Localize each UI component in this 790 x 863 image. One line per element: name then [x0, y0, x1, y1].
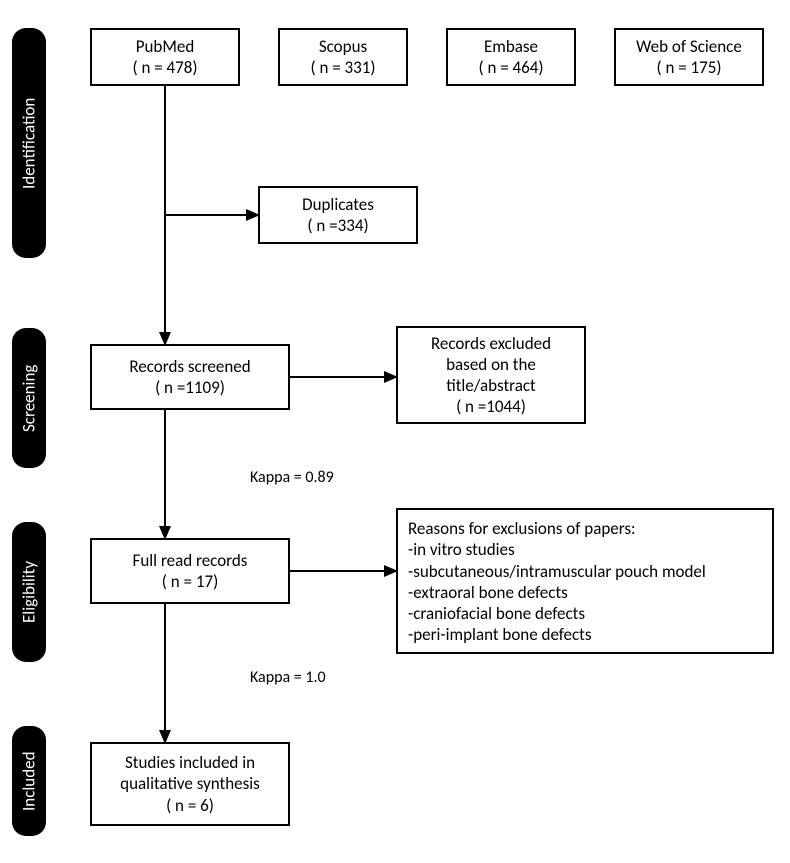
- text: title/abstract: [446, 375, 536, 396]
- box-duplicates: Duplicates ( n =334): [258, 186, 418, 244]
- text: ( n =1109): [155, 377, 225, 398]
- stage-label-eligibility: Eligibility: [12, 522, 46, 662]
- text: ( n =1044): [456, 396, 526, 417]
- text: Records screened: [129, 356, 250, 377]
- stage-label-included: Included: [12, 726, 46, 836]
- text: Records excluded: [431, 333, 551, 354]
- text: Embase: [484, 36, 538, 57]
- text: -peri-implant bone defects: [408, 624, 592, 645]
- box-records-screened: Records screened ( n =1109): [90, 344, 290, 410]
- kappa-label-1: Kappa = 0.89: [250, 468, 334, 487]
- text: qualitative synthesis: [120, 773, 260, 794]
- kappa-label-2: Kappa = 1.0: [250, 668, 326, 687]
- stage-label-identification: Identification: [12, 28, 46, 258]
- stage-text: Identification: [19, 97, 40, 188]
- text: -subcutaneous/intramuscular pouch model: [408, 561, 706, 582]
- text: Scopus: [319, 36, 367, 57]
- stage-label-screening: Screening: [12, 328, 46, 468]
- text: Full read records: [133, 550, 248, 571]
- box-reasons-exclusion: Reasons for exclusions of papers: -in vi…: [396, 508, 774, 654]
- text: ( n = 6): [166, 795, 214, 816]
- box-excluded-title-abstract: Records excluded based on the title/abst…: [396, 326, 586, 424]
- arrows-layer: [0, 0, 790, 863]
- stage-text: Eligibility: [19, 561, 40, 623]
- text: Studies included in: [125, 752, 255, 773]
- text: PubMed: [136, 36, 195, 57]
- text: ( n = 331): [310, 57, 375, 78]
- text: ( n = 464): [478, 57, 543, 78]
- text: -extraoral bone defects: [408, 582, 568, 603]
- stage-text: Included: [19, 751, 40, 811]
- flowchart-canvas: Identification Screening Eligibility Inc…: [0, 0, 790, 863]
- box-full-read-records: Full read records ( n = 17): [90, 538, 290, 604]
- text: ( n = 17): [162, 571, 218, 592]
- text: based on the: [446, 354, 536, 375]
- text: Duplicates: [302, 194, 374, 215]
- box-pubmed: PubMed ( n = 478): [90, 28, 240, 86]
- stage-text: Screening: [19, 364, 40, 431]
- text: Reasons for exclusions of papers:: [408, 518, 636, 539]
- box-web-of-science: Web of Science ( n = 175): [614, 28, 764, 86]
- text: ( n = 175): [656, 57, 721, 78]
- box-studies-included: Studies included in qualitative synthesi…: [90, 742, 290, 826]
- text: Web of Science: [636, 36, 742, 57]
- text: ( n = 478): [132, 57, 197, 78]
- text: -in vitro studies: [408, 539, 515, 560]
- box-scopus: Scopus ( n = 331): [278, 28, 408, 86]
- text: ( n =334): [307, 215, 368, 236]
- text: -craniofacial bone defects: [408, 603, 585, 624]
- box-embase: Embase ( n = 464): [446, 28, 576, 86]
